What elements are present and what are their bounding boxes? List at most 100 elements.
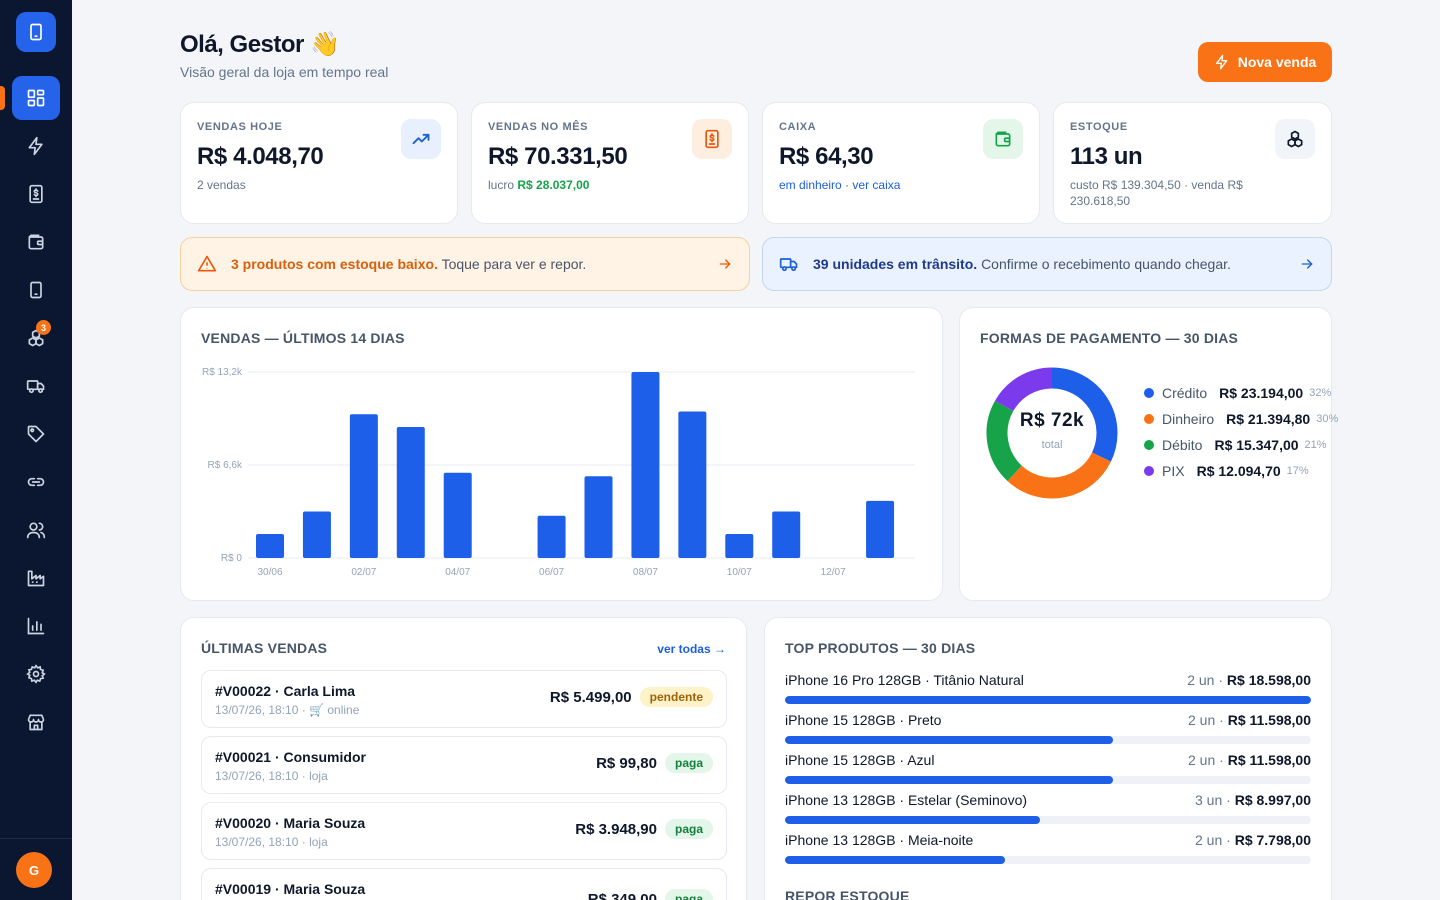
arrow-right-icon <box>719 259 731 269</box>
trend-up-icon <box>412 133 430 145</box>
sale-meta: 13/07/26, 18:10 · loja <box>215 835 328 849</box>
new-sale-button[interactable]: Nova venda <box>1198 42 1332 82</box>
lightning-icon <box>1215 54 1228 70</box>
bar-06/07[interactable] <box>537 515 566 558</box>
product-total: R$ 18.598,00 <box>1226 672 1311 688</box>
product-info: 2 un · R$ 18.598,00 <box>1187 672 1311 688</box>
stat-value: R$ 64,30 <box>779 143 874 170</box>
donut-slice-pix[interactable] <box>995 367 1053 412</box>
sidebar-item-shipping[interactable] <box>12 364 60 408</box>
product-row[interactable]: iPhone 13 128GB · Estelar (Seminovo) 3 un… <box>785 792 1311 828</box>
sale-row[interactable]: #V00021 · Consumidor 13/07/26, 18:10 · l… <box>201 736 727 794</box>
separator: · <box>845 178 850 192</box>
product-qty: 2 un · <box>1195 832 1231 848</box>
y-tick-label: R$ 6,6k <box>208 460 243 471</box>
low-stock-bold: 3 produtos com estoque baixo. <box>231 256 438 272</box>
low-stock-alert[interactable]: 3 produtos com estoque baixo. Toque para… <box>180 237 750 291</box>
bar-13/07[interactable] <box>866 500 895 558</box>
bar-03/07[interactable] <box>396 426 425 558</box>
sidebar-item-pricing[interactable] <box>12 412 60 456</box>
donut-slice-débito[interactable] <box>986 400 1023 482</box>
product-row[interactable]: iPhone 15 128GB · Azul 2 un · R$ 11.598,0… <box>785 752 1311 788</box>
status-badge: paga <box>664 753 713 773</box>
bar-chart-icon <box>27 617 45 635</box>
in-transit-alert[interactable]: 39 unidades em trânsito. Confirme o rece… <box>762 237 1332 291</box>
sidebar-item-quick-sale[interactable] <box>12 124 60 168</box>
sidebar-item-cash[interactable] <box>12 220 60 264</box>
active-indicator <box>0 86 5 110</box>
user-avatar[interactable]: G <box>16 852 52 888</box>
x-tick-label: 12/07 <box>821 567 846 578</box>
sidebar-item-stock[interactable]: 3 <box>12 316 60 360</box>
new-sale-label: Nova venda <box>1237 54 1317 70</box>
bar-11/07[interactable] <box>772 511 801 559</box>
sale-row[interactable]: #V00019 · Maria Souza R$ 349,00 paga <box>201 868 727 900</box>
bar-02/07[interactable] <box>349 414 378 558</box>
stat-icon-box <box>692 119 732 159</box>
sidebar-item-devices[interactable] <box>12 268 60 312</box>
sidebar-item-dashboard[interactable] <box>12 76 60 120</box>
product-info: 2 un · R$ 7.798,00 <box>1195 832 1311 848</box>
legend-name: Débito <box>1162 437 1203 453</box>
legend-item: Dinheiro R$ 21.394,80 30% <box>1144 409 1338 429</box>
stat-label: ESTOQUE <box>1070 121 1128 133</box>
low-stock-text: 3 produtos com estoque baixo. Toque para… <box>231 256 717 272</box>
product-qty: 3 un · <box>1195 792 1231 808</box>
sale-amount: R$ 5.499,00 <box>549 688 632 706</box>
payments-donut-chart <box>986 367 1118 499</box>
stat-card-sales-month[interactable]: VENDAS NO MÊS R$ 70.331,50 lucro R$ 28.0… <box>471 102 749 224</box>
view-cash-link[interactable]: ver caixa <box>852 178 901 192</box>
sidebar-item-store[interactable] <box>12 700 60 744</box>
sale-right: R$ 99,80 paga <box>596 753 713 773</box>
product-total: R$ 8.997,00 <box>1234 792 1311 808</box>
product-row[interactable]: iPhone 16 Pro 128GB · Titânio Natural 2 u… <box>785 672 1311 708</box>
legend-item: Débito R$ 15.347,00 21% <box>1144 435 1327 455</box>
sidebar-item-settings[interactable] <box>12 652 60 696</box>
legend-dot <box>1144 440 1154 450</box>
smartphone-icon <box>30 23 42 41</box>
in-transit-desc: Confirme o recebimento quando chegar. <box>981 256 1231 272</box>
product-row[interactable]: iPhone 13 128GB · Meia-noite 2 un · R$ 7.… <box>785 832 1311 868</box>
payments-card: FORMAS DE PAGAMENTO — 30 DIAS R$ 72k tot… <box>959 307 1338 601</box>
bar-10/07[interactable] <box>725 534 754 558</box>
grid-icon <box>27 89 45 107</box>
product-name: iPhone 13 128GB · Estelar (Seminovo) <box>785 792 1028 808</box>
sidebar-item-links[interactable] <box>12 460 60 504</box>
top-products-card: TOP PRODUTOS — 30 DIAS iPhone 16 Pro 128… <box>764 617 1332 900</box>
in-transit-text: 39 unidades em trânsito. Confirme o rece… <box>813 256 1299 272</box>
product-qty: 2 un · <box>1188 712 1224 728</box>
product-row[interactable]: iPhone 15 128GB · Preto 2 un · R$ 11.598,… <box>785 712 1311 748</box>
truck-icon <box>26 380 45 394</box>
sale-row[interactable]: #V00022 · Carla Lima 13/07/26, 18:10 · 🛒… <box>201 670 727 728</box>
stat-value: 113 un <box>1070 143 1143 170</box>
sale-meta: 13/07/26, 18:10 · loja <box>215 769 328 783</box>
product-name: iPhone 16 Pro 128GB · Titânio Natural <box>785 672 1024 688</box>
product-share-fill <box>785 856 1006 864</box>
sidebar-item-sales[interactable] <box>12 172 60 216</box>
sidebar-item-factory[interactable] <box>12 556 60 600</box>
donut-slice-dinheiro[interactable] <box>1007 452 1111 499</box>
bar-04/07[interactable] <box>443 472 472 558</box>
sale-right: R$ 349,00 paga <box>588 889 713 900</box>
sale-row[interactable]: #V00020 · Maria Souza 13/07/26, 18:10 · … <box>201 802 727 860</box>
see-all-sales-link[interactable]: ver todas → <box>657 642 726 656</box>
sales-bar-chart: R$ 0 R$ 6,6k R$ 13,2k 30/06 02/07 04/07 06/07 0… <box>202 367 915 578</box>
stat-card-stock[interactable]: ESTOQUE 113 un custo R$ 139.304,50 · ven… <box>1053 102 1332 224</box>
bar-07/07[interactable] <box>584 476 613 558</box>
bar-30/06[interactable] <box>256 534 284 558</box>
bar-08/07[interactable] <box>631 372 660 558</box>
y-tick-label: R$ 0 <box>221 553 243 564</box>
bar-09/07[interactable] <box>678 411 707 558</box>
stat-card-sales-today[interactable]: VENDAS HOJE R$ 4.048,70 2 vendas <box>180 102 458 224</box>
sale-amount: R$ 99,80 <box>596 754 657 772</box>
stat-card-cash[interactable]: CAIXA R$ 64,30 em dinheiro · ver caixa <box>762 102 1040 224</box>
x-tick-label: 10/07 <box>727 567 752 578</box>
bar-01/07[interactable] <box>302 511 331 559</box>
top-products-title: TOP PRODUTOS — 30 DIAS <box>785 640 976 656</box>
x-tick-label: 30/06 <box>257 567 282 578</box>
sidebar-item-customers[interactable] <box>12 508 60 552</box>
status-badge: pendente <box>639 687 713 707</box>
app-logo[interactable] <box>16 12 56 52</box>
donut-slice-crédito[interactable] <box>1051 367 1118 462</box>
sidebar-item-reports[interactable] <box>12 604 60 648</box>
